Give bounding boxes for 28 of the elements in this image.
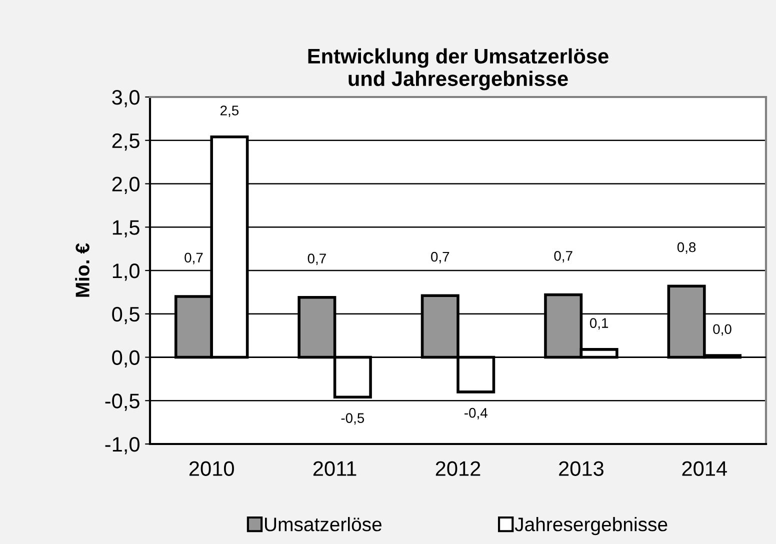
y-tick-label: -0,5: [105, 394, 140, 411]
data-label: 0,7: [184, 252, 203, 264]
x-tick-label: 2013: [559, 461, 604, 476]
data-label: -0,4: [464, 408, 488, 420]
y-tick-label: 1,0: [112, 264, 140, 281]
data-label: 0,7: [308, 254, 326, 266]
x-tick-label: 2011: [313, 461, 356, 476]
data-label: 0,0: [713, 324, 732, 336]
data-label: 0,7: [554, 250, 572, 262]
y-tick-label: 1,5: [112, 220, 140, 238]
x-tick-label: 2010: [189, 461, 234, 476]
y-tick-label: -1,0: [105, 437, 140, 454]
data-label: -0,5: [341, 413, 364, 425]
data-label: 0,1: [590, 318, 608, 330]
data-label: 0,7: [431, 252, 450, 264]
y-tick-label: 2,0: [112, 176, 140, 194]
y-tick-label: 3,0: [112, 90, 140, 108]
legend-label: Umsatzerlöse: [265, 517, 382, 532]
data-label: 2,5: [220, 106, 239, 118]
x-tick-label: 2014: [682, 461, 727, 476]
y-tick-label: 0,0: [112, 350, 140, 368]
data-label: 0,8: [677, 242, 696, 254]
y-axis-title: Mio. €: [75, 243, 90, 297]
y-tick-label: 0,5: [112, 306, 140, 324]
x-tick-label: 2012: [436, 461, 480, 476]
y-tick-label: 2,5: [112, 133, 140, 151]
legend-label: Jahresergebnisse: [514, 517, 668, 536]
chart-title: Entwicklung der Umsatzerlöse und Jahresergebnisse: [308, 48, 608, 90]
